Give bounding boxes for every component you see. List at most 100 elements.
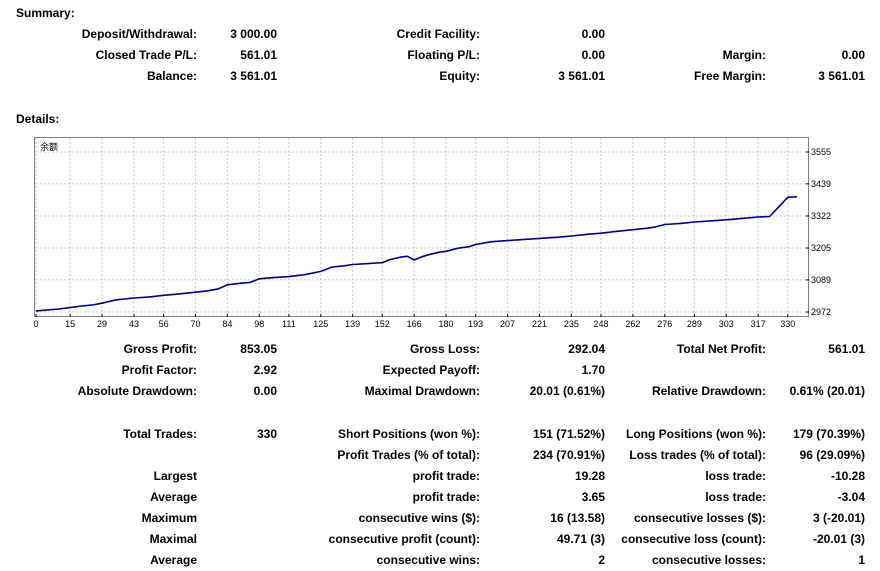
details-mid-value-1: 1.70 — [581, 363, 605, 377]
x-tick-label: 111 — [282, 319, 296, 329]
details-left-label-3: Total Trades: — [123, 427, 197, 441]
y-tick-label: 2972 — [811, 307, 831, 317]
floating-pl-value: 0.00 — [581, 48, 605, 62]
details-left-value-2: 0.00 — [253, 384, 277, 398]
x-tick-label: 98 — [254, 319, 264, 329]
details-right-value-6: -3.04 — [837, 490, 865, 504]
details-mid-value-4: 234 (70.91%) — [532, 448, 605, 462]
details-mid-label-7: consecutive wins ($): — [358, 511, 480, 525]
details-left-label-8: Maximal — [149, 532, 197, 546]
details-mid-value-6: 3.65 — [581, 490, 605, 504]
details-mid-label-1: Expected Payoff: — [382, 363, 480, 377]
credit-label: Credit Facility: — [396, 27, 480, 41]
x-tick-label: 330 — [780, 319, 795, 329]
details-mid-label-6: profit trade: — [412, 490, 480, 504]
x-tick-label: 317 — [751, 319, 766, 329]
details-right-value-0: 561.01 — [828, 342, 865, 356]
details-right-label-4: Loss trades (% of total): — [629, 448, 766, 462]
floating-pl-label: Floating P/L: — [407, 48, 480, 62]
free-margin-label: Free Margin: — [693, 69, 766, 83]
x-tick-label: 0 — [33, 319, 38, 329]
details-mid-label-2: Maximal Drawdown: — [364, 384, 480, 398]
details-mid-label-3: Short Positions (won %): — [338, 427, 480, 441]
y-tick-label: 3322 — [811, 211, 831, 221]
details-mid-value-8: 49.71 (3) — [556, 532, 605, 546]
balance-chart: 0 15 29 43 56 70 84 98 111 125 139 152 166 180 193 207 2… — [33, 138, 831, 329]
details-right-label-5: loss trade: — [705, 469, 766, 483]
x-tick-label: 193 — [468, 319, 483, 329]
details-title: Details: — [16, 112, 60, 126]
details-mid-label-8: consecutive profit (count): — [328, 532, 480, 546]
x-tick-label: 235 — [564, 319, 579, 329]
details-left-label-7: Maximum — [141, 511, 197, 525]
balance-value: 3 561.01 — [230, 69, 277, 83]
details-right-label-0: Total Net Profit: — [676, 342, 766, 356]
details-mid-value-7: 16 (13.58) — [550, 511, 605, 525]
balance-label: Balance: — [146, 69, 197, 83]
x-tick-label: 139 — [345, 319, 360, 329]
details-right-value-5: -10.28 — [830, 469, 865, 483]
y-tick-label: 3205 — [811, 243, 831, 253]
details-mid-value-0: 292.04 — [568, 342, 605, 356]
details-left-label-1: Profit Factor: — [121, 363, 197, 377]
x-tick-label: 125 — [313, 319, 328, 329]
details-left-label-2: Absolute Drawdown: — [77, 384, 197, 398]
x-tick-label: 152 — [375, 319, 390, 329]
details-mid-value-2: 20.01 (0.61%) — [529, 384, 605, 398]
details-left-label-5: Largest — [153, 469, 197, 483]
details-right-value-8: -20.01 (3) — [812, 532, 865, 546]
x-tick-label: 70 — [190, 319, 200, 329]
details-right-label-9: consecutive losses: — [651, 553, 766, 567]
details-mid-label-9: consecutive wins: — [376, 553, 480, 567]
deposit-label: Deposit/Withdrawal: — [81, 27, 197, 41]
x-tick-label: 207 — [500, 319, 515, 329]
equity-value: 3 561.01 — [558, 69, 605, 83]
x-tick-label: 303 — [719, 319, 734, 329]
x-tick-label: 180 — [439, 319, 454, 329]
credit-value: 0.00 — [581, 27, 605, 41]
x-tick-label: 15 — [65, 319, 75, 329]
margin-label: Margin: — [722, 48, 766, 62]
x-tick-label: 221 — [532, 319, 547, 329]
x-tick-label: 29 — [97, 319, 107, 329]
free-margin-value: 3 561.01 — [818, 69, 865, 83]
x-tick-label: 289 — [687, 319, 702, 329]
details-left-value-3: 330 — [256, 427, 277, 441]
x-tick-label: 84 — [222, 319, 232, 329]
details-right-label-8: consecutive loss (count): — [621, 532, 766, 546]
details-mid-label-4: Profit Trades (% of total): — [337, 448, 480, 462]
details-right-value-9: 1 — [858, 553, 865, 567]
x-tick-label: 276 — [657, 319, 672, 329]
details-left-label-0: Gross Profit: — [123, 342, 197, 356]
details-right-value-7: 3 (-20.01) — [812, 511, 865, 525]
details-mid-value-5: 19.28 — [574, 469, 605, 483]
details-right-label-7: consecutive losses ($): — [633, 511, 766, 525]
summary-title: Summary: — [16, 6, 75, 20]
x-tick-label: 262 — [625, 319, 640, 329]
details-right-value-2: 0.61% (20.01) — [789, 384, 865, 398]
y-tick-label: 3555 — [811, 147, 831, 157]
details-right-label-2: Relative Drawdown: — [651, 384, 766, 398]
details-mid-value-3: 151 (71.52%) — [532, 427, 605, 441]
details-left-label-9: Average — [150, 553, 197, 567]
closed-pl-value: 561.01 — [240, 48, 277, 62]
deposit-value: 3 000.00 — [230, 27, 277, 41]
equity-label: Equity: — [439, 69, 480, 83]
margin-value: 0.00 — [841, 48, 865, 62]
details-right-value-4: 96 (29.09%) — [799, 448, 865, 462]
details-right-value-3: 179 (70.39%) — [792, 427, 865, 441]
y-tick-label: 3439 — [811, 179, 831, 189]
details-left-label-6: Average — [150, 490, 197, 504]
details-left-value-0: 853.05 — [240, 342, 277, 356]
x-tick-label: 248 — [593, 319, 608, 329]
x-tick-label: 166 — [407, 319, 422, 329]
details-right-label-3: Long Positions (won %): — [626, 427, 766, 441]
details-left-value-1: 2.92 — [253, 363, 277, 377]
balance-series-line — [35, 195, 797, 312]
x-tick-label: 56 — [159, 319, 169, 329]
details-mid-label-0: Gross Loss: — [409, 342, 480, 356]
closed-pl-label: Closed Trade P/L: — [95, 48, 197, 62]
chart-legend-label: 余额 — [40, 141, 58, 152]
y-tick-label: 3089 — [811, 275, 831, 285]
details-mid-value-9: 2 — [598, 553, 605, 567]
